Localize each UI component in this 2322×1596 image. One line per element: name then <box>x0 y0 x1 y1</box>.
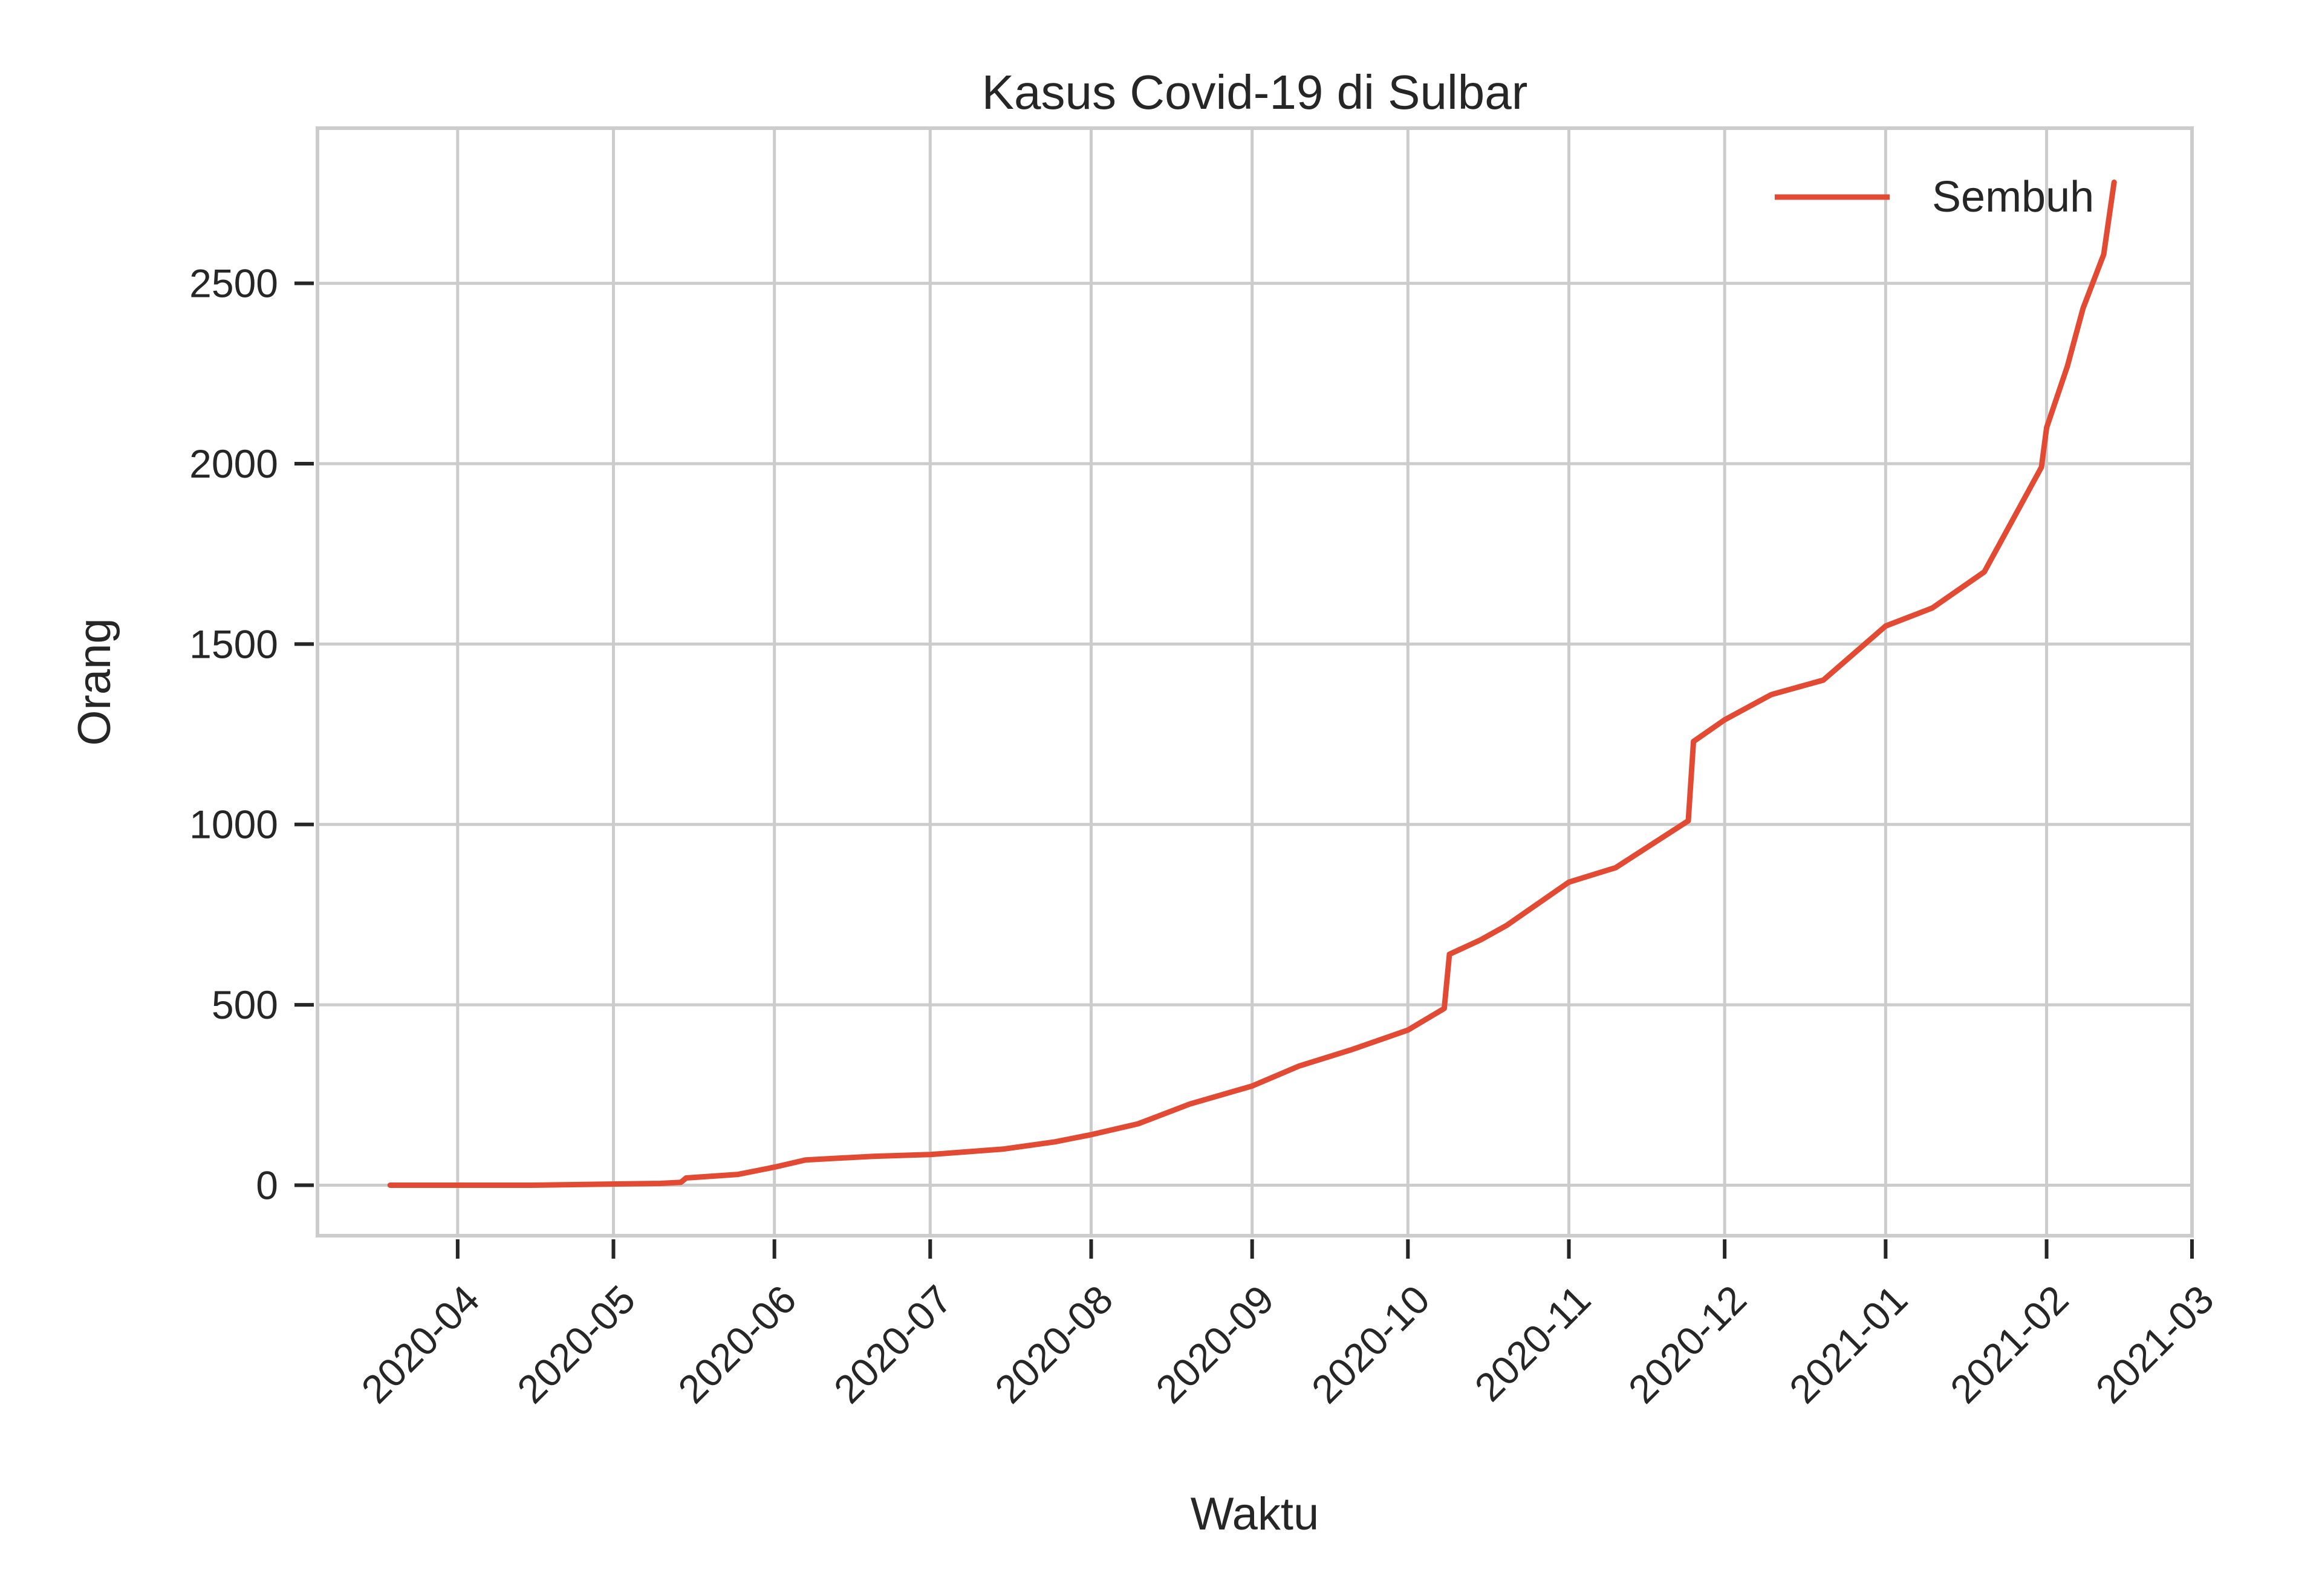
x-axis-label: Waktu <box>1191 1488 1319 1540</box>
legend: Sembuh <box>1775 173 2094 221</box>
x-tick-label: 2020-12 <box>1619 1277 1755 1412</box>
y-tick-label: 0 <box>256 1163 278 1207</box>
x-tick-label: 2020-04 <box>353 1277 488 1412</box>
series-layer <box>387 180 2117 1188</box>
y-axis: 0 500 1000 1500 2000 2500 <box>189 261 314 1207</box>
x-tick-label: 2020-11 <box>1466 1277 1599 1410</box>
x-tick-label: 2020-10 <box>1303 1277 1439 1412</box>
chart-title: Kasus Covid-19 di Sulbar <box>982 65 1528 119</box>
x-tick-label: 2020-09 <box>1147 1277 1283 1412</box>
x-tick-label: 2021-02 <box>1942 1277 2077 1412</box>
y-tick-label: 1000 <box>189 802 278 847</box>
grid <box>317 128 2194 1236</box>
series-line-0 <box>387 180 2117 1188</box>
x-tick-label: 2020-05 <box>509 1277 644 1412</box>
legend-label-sembuh: Sembuh <box>1932 173 2094 221</box>
y-axis-label: Orang <box>69 618 120 745</box>
y-tick-label: 500 <box>212 982 278 1027</box>
x-tick-label: 2021-01 <box>1781 1277 1916 1412</box>
y-tick-label: 2000 <box>189 441 278 486</box>
plot-frame <box>316 126 2194 1238</box>
y-tick-label: 2500 <box>189 261 278 306</box>
x-tick-label: 2020-06 <box>669 1277 805 1412</box>
y-tick-label: 1500 <box>189 621 278 666</box>
x-tick-label: 2020-07 <box>825 1277 961 1412</box>
x-axis: 2020-04 2020-05 2020-06 2020-07 2020-08 2020-… <box>353 1239 2222 1412</box>
x-tick-label: 2020-08 <box>986 1277 1122 1412</box>
x-tick-label: 2021-03 <box>2087 1277 2222 1412</box>
